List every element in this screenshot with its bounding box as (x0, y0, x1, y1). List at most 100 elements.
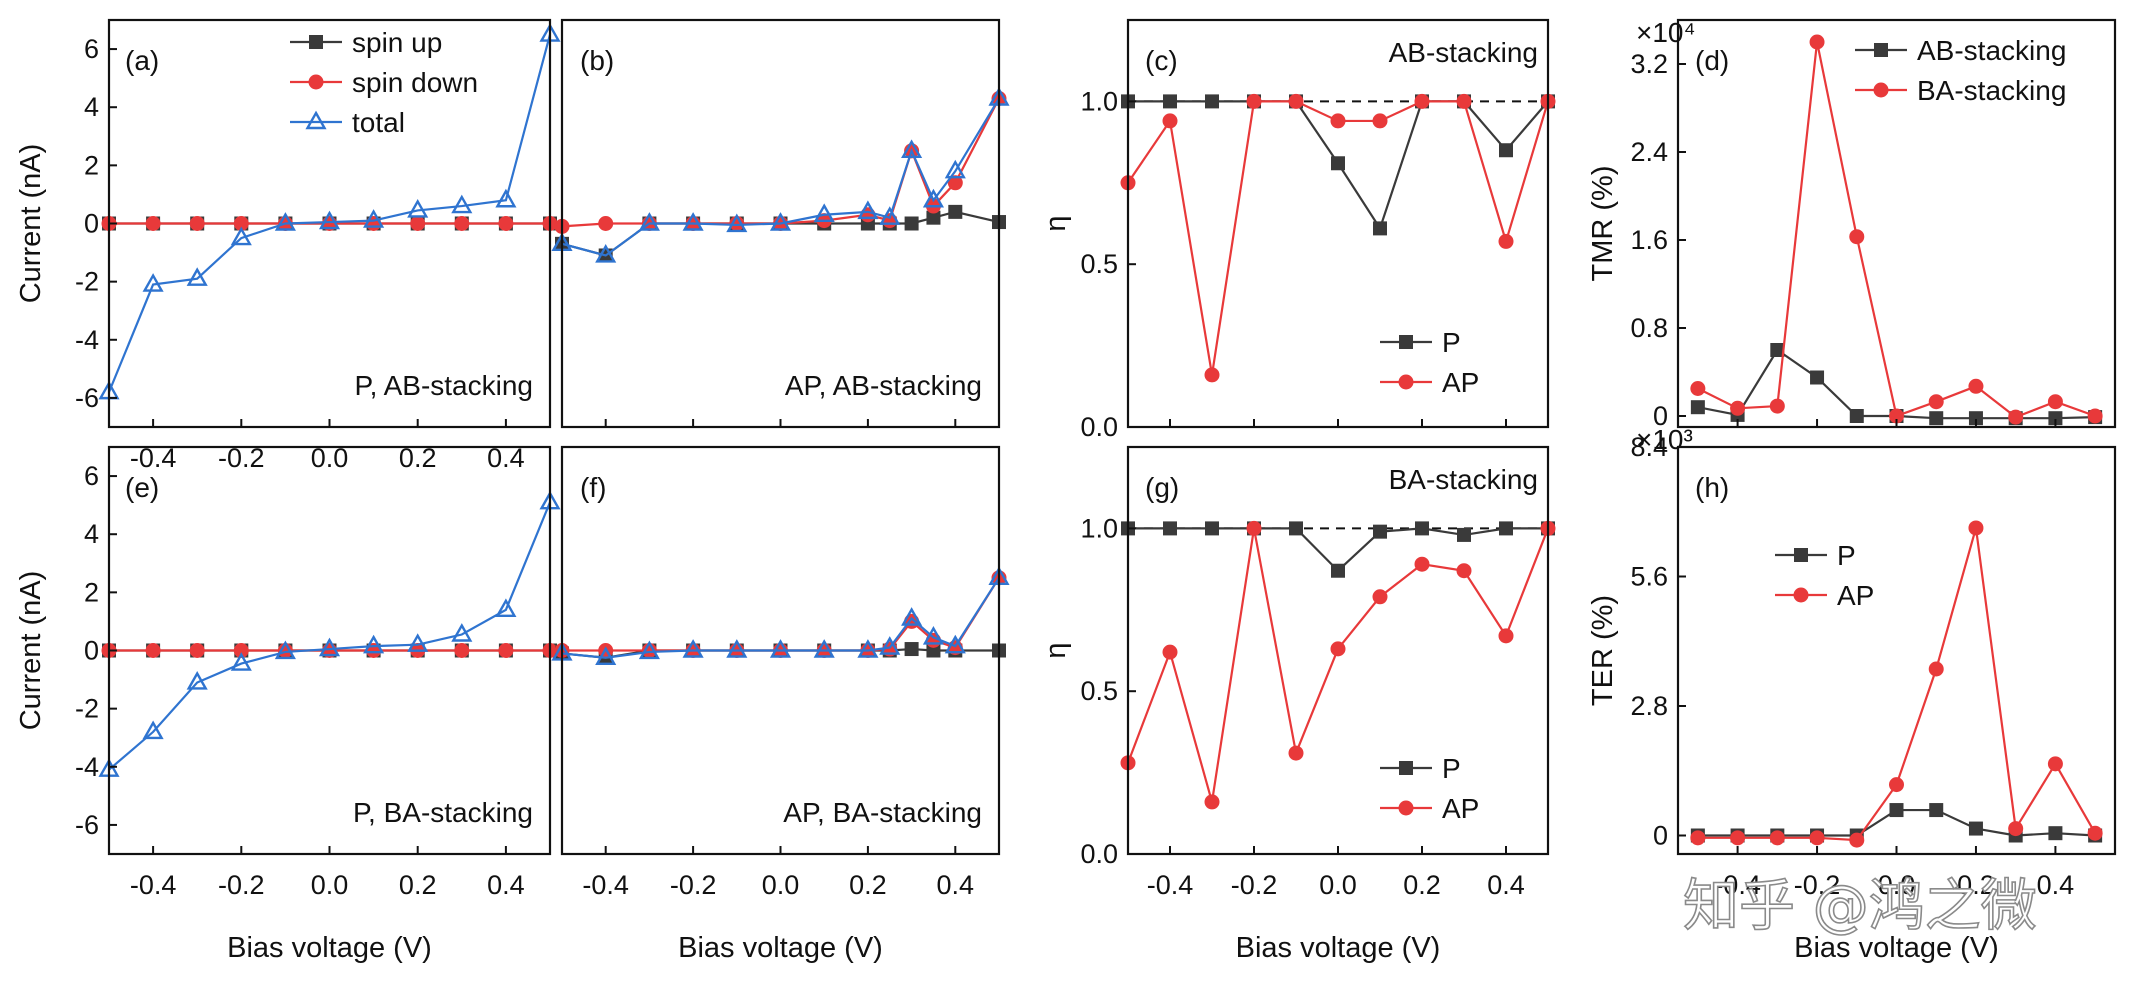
data-point-total (813, 639, 835, 658)
panel-e: 6 4 2 0 -2 -4 -6 -0.4 -0.2 0.0 0.2 0.4 Current (nA) B… (15, 445, 561, 964)
legend-marker (1794, 548, 1808, 562)
x-axis-label: Bias voltage (V) (1236, 932, 1441, 964)
panel-f: -0.4 -0.2 0.0 0.2 0.4 Bias voltage (V) (f) AP, … (551, 445, 1010, 964)
legend-marker (1874, 43, 1888, 57)
plot-frame (1676, 445, 2117, 856)
legend-marker (1399, 335, 1413, 349)
data-point-P (1457, 527, 1471, 542)
x-axis-label: Bias voltage (V) (678, 932, 883, 964)
legend-marker (1873, 82, 1889, 98)
data-point-AP (1968, 520, 1984, 536)
x-axis-label: Bias voltage (V) (1794, 932, 1999, 964)
data-point-spin-down (145, 216, 161, 231)
y-tick-label: 2 (84, 577, 99, 607)
x-tick-label: -0.4 (582, 870, 629, 900)
data-point-total (682, 639, 704, 658)
data-point-AP (1928, 661, 1944, 677)
data-point-AP (1456, 93, 1472, 109)
watermark: 知乎 @鸿之微 (1683, 874, 2037, 939)
x-tick-label: 0.4 (487, 870, 525, 900)
x-tick-label: 0.0 (311, 870, 349, 900)
x-axis-label: Bias voltage (V) (227, 932, 432, 964)
data-point-AP (1372, 589, 1388, 605)
panel-label: (e) (125, 472, 159, 503)
legend-label: spin up (352, 27, 442, 58)
data-point-AP (1162, 113, 1178, 129)
data-point-total (451, 623, 473, 642)
y-tick-label: 1.0 (1080, 86, 1118, 116)
data-point-spin-down (729, 216, 745, 231)
y-tick-label: -2 (75, 694, 99, 724)
data-point-BA-stacking (1968, 378, 1984, 394)
data-point-BA-stacking (1889, 408, 1904, 424)
legend-label: AB-stacking (1917, 35, 2066, 66)
data-point-AB-stacking (1690, 400, 1705, 415)
legend-label: P (1442, 753, 1461, 784)
x-tick-label: -0.2 (1231, 870, 1278, 900)
legend-marker (305, 110, 327, 130)
data-point-total (274, 212, 296, 231)
data-point-spin-down (233, 643, 249, 658)
y-tick-label: 0.0 (1080, 412, 1118, 442)
x-tick-label: -0.4 (1147, 870, 1194, 900)
panel-annotation: P, AB-stacking (355, 370, 533, 401)
panel-label: (b) (580, 45, 614, 76)
axis-multiplier: ×10³ (1636, 424, 1693, 455)
y-tick-label: 6 (84, 34, 99, 64)
y-tick-label: 3.2 (1630, 49, 1668, 79)
data-point-P (1163, 94, 1177, 109)
data-point-spin-down (189, 216, 205, 231)
y-tick-label: -6 (75, 810, 99, 840)
data-point-total (595, 244, 617, 263)
data-point-AP (1498, 233, 1514, 249)
legend-label: P (1837, 540, 1856, 571)
plot-frame (1126, 18, 1550, 429)
panel-label: (d) (1695, 45, 1729, 76)
y-tick-label: 0 (84, 636, 99, 666)
legend-marker (1398, 800, 1414, 816)
data-point-spin-down (454, 216, 470, 231)
data-point-AP (1204, 794, 1220, 810)
data-point-total (769, 212, 792, 231)
data-point-spin-down (947, 175, 963, 191)
data-point-AP (1414, 93, 1430, 109)
panel-label: (a) (125, 45, 159, 76)
data-point-AP (1246, 520, 1262, 536)
data-point-P (1331, 156, 1345, 171)
y-tick-label: 0.8 (1630, 313, 1668, 343)
legend-marker (1399, 761, 1413, 775)
data-point-AP (1288, 93, 1304, 109)
panel-label: (g) (1145, 472, 1179, 503)
y-tick-label: -4 (75, 325, 99, 355)
data-point-BA-stacking (1690, 381, 1706, 396)
data-point-spin-down (233, 216, 249, 231)
panel-h: 8.4 5.6 2.8 0 -0.4 -0.2 0.0 0.2 0.4 TER (%) Bias v… (1587, 424, 2117, 964)
data-point-AB-stacking (1810, 370, 1825, 385)
data-point-BA-stacking (2087, 408, 2103, 424)
x-tick-label: 0.0 (1319, 870, 1357, 900)
legend-marker (309, 35, 323, 49)
y-tick-label: 4 (84, 92, 99, 122)
data-point-AP (1246, 93, 1262, 109)
legend-label: BA-stacking (1917, 75, 2066, 106)
data-point-total (407, 198, 429, 218)
data-point-spin-down (598, 216, 614, 231)
data-point-P (1499, 143, 1513, 158)
data-point-BA-stacking (2047, 394, 2063, 410)
y-tick-label: 0 (84, 209, 99, 239)
y-tick-label: -4 (75, 752, 99, 782)
data-point-total (318, 637, 341, 657)
legend-label: AP (1442, 367, 1479, 398)
data-point-P (1968, 821, 1983, 836)
data-point-total (879, 206, 901, 225)
y-tick-label: 0 (1653, 401, 1668, 431)
data-point-total (230, 652, 252, 671)
data-point-total (363, 634, 385, 654)
data-point-spin-down (366, 216, 382, 231)
y-tick-label: 2 (84, 150, 99, 180)
data-point-spin-down (189, 643, 205, 658)
x-tick-label: 0.2 (1957, 870, 1995, 900)
x-tick-label: -0.4 (130, 870, 177, 900)
y-tick-label: 1.0 (1080, 513, 1118, 543)
